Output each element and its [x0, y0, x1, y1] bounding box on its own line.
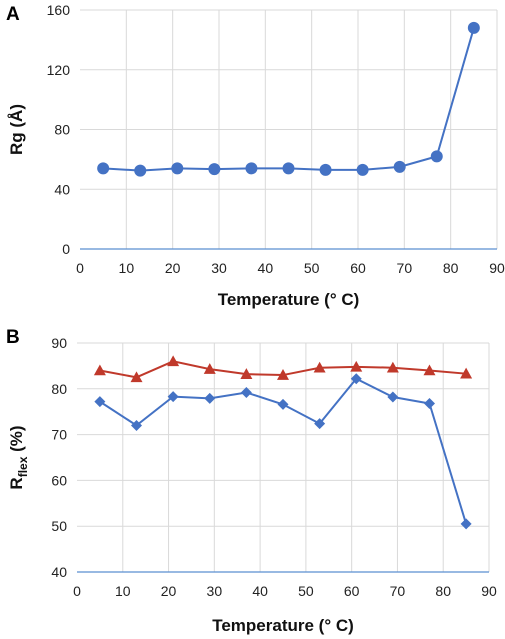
y-tick-label: 120	[47, 62, 71, 78]
data-point	[430, 150, 443, 163]
data-point	[314, 418, 326, 430]
y-tick-label: 70	[51, 427, 67, 443]
y-axis-title: Rflex (%)	[7, 425, 30, 489]
data-point	[386, 361, 399, 373]
x-tick-label: 20	[165, 260, 181, 276]
data-point	[350, 360, 363, 372]
x-axis-title: Temperature (° C)	[218, 290, 360, 309]
x-tick-label: 90	[489, 260, 505, 276]
x-axis-title: Temperature (° C)	[212, 616, 354, 635]
y-axis-title-main: R	[7, 477, 26, 489]
data-point	[240, 386, 252, 398]
data-point	[423, 397, 435, 409]
y-axis-title-unit: (%)	[7, 425, 26, 456]
x-tick-label: 60	[350, 260, 366, 276]
data-point	[277, 369, 289, 380]
data-point	[203, 363, 216, 374]
x-tick-label: 10	[115, 583, 131, 599]
x-tick-label: 50	[304, 260, 320, 276]
data-point	[393, 160, 406, 173]
x-tick-label: 20	[161, 583, 177, 599]
data-point	[204, 392, 216, 404]
data-point	[282, 162, 295, 175]
y-tick-label: 160	[47, 2, 71, 18]
x-tick-label: 90	[481, 583, 497, 599]
data-point	[277, 398, 289, 410]
data-point	[130, 371, 143, 383]
data-point	[313, 361, 326, 373]
x-tick-label: 10	[119, 260, 135, 276]
data-point	[460, 518, 472, 530]
data-point	[467, 21, 480, 34]
panel-label: B	[6, 327, 20, 348]
data-point	[208, 163, 221, 176]
data-point	[240, 368, 253, 379]
x-tick-label: 30	[207, 583, 223, 599]
x-tick-label: 50	[298, 583, 314, 599]
data-point	[460, 367, 473, 379]
y-tick-label: 50	[51, 518, 67, 534]
data-point	[167, 391, 179, 403]
y-tick-label: 0	[62, 241, 70, 257]
data-point	[245, 162, 258, 175]
y-tick-label: 90	[51, 335, 67, 351]
series-1-line	[103, 27, 475, 172]
x-tick-label: 70	[397, 260, 413, 276]
x-tick-label: 40	[252, 583, 268, 599]
x-tick-label: 0	[76, 260, 84, 276]
y-tick-label: 60	[51, 472, 67, 488]
y-tick-label: 40	[51, 564, 67, 580]
y-axis-title: Rg (Å)	[7, 104, 26, 155]
y-tick-label: 80	[54, 122, 70, 138]
x-tick-label: 80	[443, 260, 459, 276]
data-point	[319, 163, 332, 176]
panel-label: A	[6, 4, 20, 25]
x-tick-label: 70	[390, 583, 406, 599]
x-tick-label: 0	[73, 583, 81, 599]
y-tick-label: 40	[54, 181, 70, 197]
data-point	[93, 364, 106, 376]
data-point	[167, 355, 180, 367]
x-tick-label: 60	[344, 583, 360, 599]
x-tick-label: 80	[435, 583, 451, 599]
data-point	[350, 373, 362, 385]
x-tick-label: 30	[211, 260, 227, 276]
data-point	[94, 396, 106, 408]
data-point	[134, 164, 147, 177]
x-tick-label: 40	[258, 260, 274, 276]
chart-panel-b: 0 10 20 30 40 50 60 70 80 90 40 50 60 70 80 90 Temperatu…	[6, 327, 497, 635]
data-point	[97, 162, 110, 175]
data-point	[387, 391, 399, 403]
data-point	[356, 163, 369, 176]
y-tick-label: 80	[51, 381, 67, 397]
y-axis-title-subscript: flex	[16, 456, 30, 477]
data-point	[423, 364, 436, 376]
data-point	[131, 419, 143, 431]
data-point	[171, 162, 184, 175]
chart-panel-a: 0 10 20 30 40 50 60 70 80 90 0 40 80 120 160 Temperatur…	[6, 2, 505, 309]
